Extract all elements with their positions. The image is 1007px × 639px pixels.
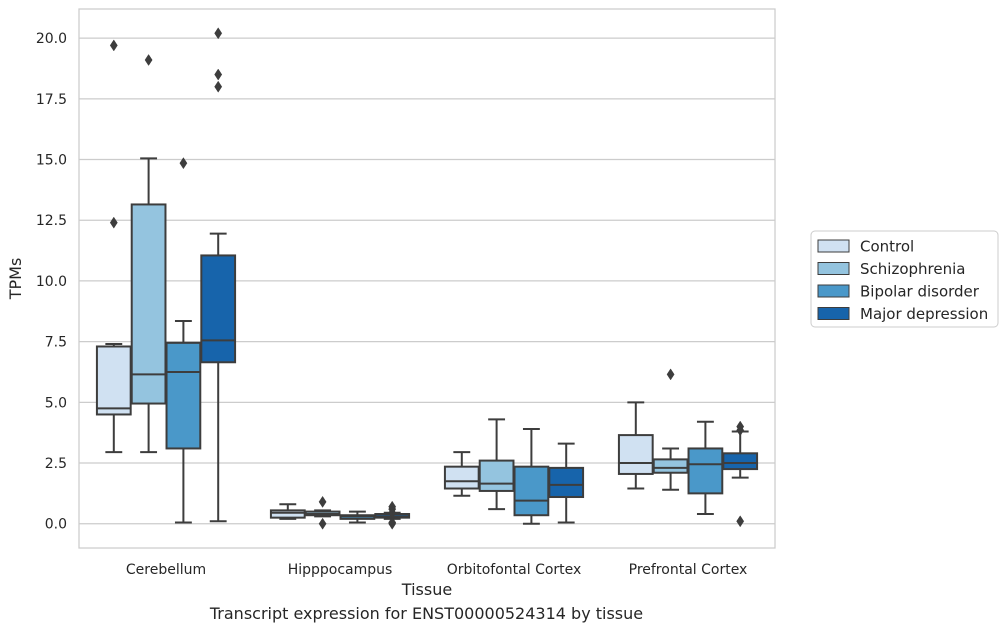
box-major-depression-prefrontal-cortex xyxy=(722,420,759,528)
box-control-hipppocampus xyxy=(269,503,306,520)
box-iqr xyxy=(617,434,654,475)
box-major-depression-cerebellum xyxy=(200,27,237,523)
outlier-point xyxy=(388,500,397,513)
box-iqr xyxy=(95,345,132,416)
outlier-point xyxy=(318,495,327,508)
box-schizophrenia-cerebellum xyxy=(130,54,167,454)
x-tick-label: Orbitofontal Cortex xyxy=(447,562,582,578)
box-bipolar-disorder-cerebellum xyxy=(165,157,202,524)
box-iqr xyxy=(652,458,689,474)
box-control-orbitofontal-cortex xyxy=(443,451,480,497)
legend-swatch-control xyxy=(817,239,850,253)
outlier-point xyxy=(214,27,223,40)
x-tick-label: Cerebellum xyxy=(126,562,206,578)
outlier-point xyxy=(109,216,118,229)
box-major-depression-orbitofontal-cortex xyxy=(548,442,585,524)
y-tick-label: 15.0 xyxy=(36,153,67,169)
y-tick-label: 5.0 xyxy=(45,395,67,411)
box-iqr xyxy=(443,465,480,490)
outlier-point xyxy=(179,157,188,170)
figure-caption: Transcript expression for ENST0000052431… xyxy=(209,604,644,623)
outlier-point xyxy=(214,80,223,93)
box-iqr xyxy=(722,452,759,471)
legend-frame xyxy=(810,230,999,328)
legend-swatch-bipolar-disorder xyxy=(817,284,850,298)
box-iqr xyxy=(165,341,202,450)
legend-swatch-major-depression xyxy=(817,307,850,320)
box-control-prefrontal-cortex xyxy=(617,401,654,490)
box-iqr xyxy=(269,509,306,519)
legend-label-bipolar-disorder: Bipolar disorder xyxy=(860,283,980,301)
y-tick-label: 2.5 xyxy=(45,456,67,472)
legend-label-control: Control xyxy=(860,238,914,256)
outlier-point xyxy=(388,516,397,529)
box-iqr xyxy=(200,254,237,364)
y-tick-label: 17.5 xyxy=(36,92,67,108)
box-schizophrenia-orbitofontal-cortex xyxy=(478,418,515,511)
y-tick-label: 7.5 xyxy=(45,335,67,351)
y-tick-label: 10.0 xyxy=(36,274,67,290)
box-iqr xyxy=(513,465,550,517)
boxes xyxy=(95,27,759,530)
box-bipolar-disorder-hipppocampus xyxy=(339,510,376,524)
y-tick-label: 20.0 xyxy=(36,31,67,47)
outlier-point xyxy=(144,54,153,66)
y-tick-labels: 0.0 2.5 5.0 7.5 10.0 12.5 15.0 17.5 20.0 xyxy=(36,31,67,533)
box-iqr xyxy=(478,459,515,492)
legend: Control Schizophrenia Bipolar disorder Majo… xyxy=(810,230,999,328)
outlier-point xyxy=(666,368,675,381)
x-tick-labels: Cerebellum Hipppocampus Orbitofontal Corte… xyxy=(126,562,747,578)
y-axis-label: TPMs xyxy=(6,258,25,301)
legend-swatch-schizophrenia xyxy=(817,262,850,275)
y-tick-label: 0.0 xyxy=(45,517,67,533)
outlier-point xyxy=(736,420,745,433)
outlier-point xyxy=(214,68,223,81)
box-iqr xyxy=(548,466,585,499)
box-control-cerebellum xyxy=(95,39,132,454)
box-iqr xyxy=(130,203,167,405)
box-schizophrenia-prefrontal-cortex xyxy=(652,368,689,491)
legend-label-schizophrenia: Schizophrenia xyxy=(860,260,965,278)
y-tick-label: 12.5 xyxy=(36,213,67,229)
x-axis-label: Tissue xyxy=(401,580,452,599)
x-tick-label: Prefrontal Cortex xyxy=(629,562,748,578)
outlier-point xyxy=(109,39,118,52)
outlier-point xyxy=(318,517,327,530)
box-major-depression-hipppocampus xyxy=(374,500,411,530)
x-tick-label: Hipppocampus xyxy=(288,562,393,578)
outlier-point xyxy=(736,515,745,528)
plot-frame xyxy=(78,8,776,549)
legend-label-major-depression: Major depression xyxy=(860,305,988,323)
box-iqr xyxy=(687,447,724,495)
box-schizophrenia-hipppocampus xyxy=(304,495,341,530)
box-bipolar-disorder-prefrontal-cortex xyxy=(687,420,724,516)
box-bipolar-disorder-orbitofontal-cortex xyxy=(513,428,550,525)
